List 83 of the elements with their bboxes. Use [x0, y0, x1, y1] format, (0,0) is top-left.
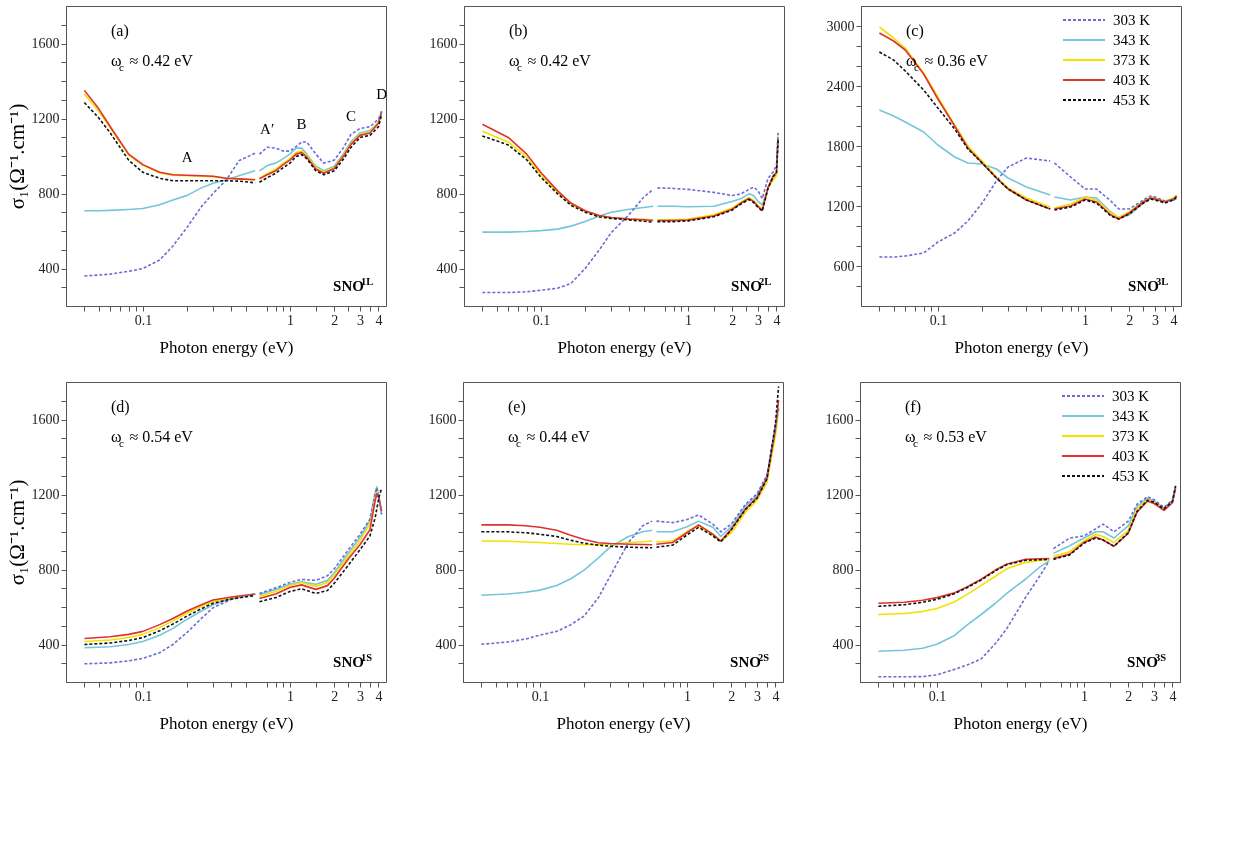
y-tick-label: 800: [38, 562, 60, 577]
y-tick-label: 1600: [31, 412, 60, 427]
annotation: (c): [906, 22, 924, 40]
x-tick-label: 1: [1080, 688, 1088, 704]
y-tick-label: 2400: [826, 78, 855, 94]
y-tick-label: 1600: [429, 36, 458, 51]
y-tick-label: 400: [38, 261, 60, 276]
y-tick-label: 800: [38, 186, 60, 201]
x-tick-label: 0.1: [928, 688, 947, 704]
x-tick-label: 0.1: [532, 312, 551, 328]
legend-label: 373 K: [1113, 52, 1151, 68]
x-tick-label: 4: [1170, 312, 1178, 328]
x-tick-label: 1: [683, 688, 691, 704]
legend-label: 403 K: [1113, 72, 1151, 88]
annotation: (e): [508, 398, 526, 416]
x-tick-label: 4: [375, 688, 383, 704]
y-tick-label: 600: [833, 258, 855, 274]
x-axis-title: Photon energy (eV): [159, 713, 294, 733]
x-tick-label: 4: [375, 312, 383, 328]
annotation: (f): [905, 398, 921, 416]
x-tick-label: 3: [357, 312, 365, 328]
y-tick-label: 1200: [31, 487, 60, 502]
x-tick-label: 1: [684, 312, 692, 328]
y-tick-label: 400: [38, 637, 60, 652]
x-tick-label: 4: [773, 312, 781, 328]
x-tick-label: 1: [286, 312, 294, 328]
x-tick-label: 4: [1169, 688, 1177, 704]
legend-label: 303 K: [1113, 12, 1151, 28]
y-tick-label: 800: [435, 562, 457, 577]
x-tick-label: 2: [331, 688, 339, 704]
y-tick-label: 1200: [429, 111, 458, 126]
y-tick-label: 1200: [825, 487, 854, 502]
y-axis-title: σ₁(Ω⁻¹.cm⁻¹): [4, 103, 29, 210]
x-tick-label: 3: [1151, 688, 1159, 704]
legend-label: 403 K: [1112, 448, 1150, 464]
x-tick-label: 0.1: [134, 312, 153, 328]
y-tick-label: 1200: [31, 111, 60, 126]
x-axis-title: Photon energy (eV): [556, 713, 691, 733]
x-tick-label: 2: [331, 312, 339, 328]
x-tick-label: 0.1: [531, 688, 550, 704]
y-tick-label: 400: [832, 637, 854, 652]
x-tick-label: 1: [1081, 312, 1089, 328]
legend-label: 373 K: [1112, 428, 1150, 444]
x-axis-title: Photon energy (eV): [954, 337, 1089, 357]
y-tick-label: 400: [435, 637, 457, 652]
x-tick-label: 3: [1152, 312, 1160, 328]
x-tick-label: 3: [357, 688, 365, 704]
y-tick-label: 1200: [428, 487, 457, 502]
x-tick-label: 2: [728, 688, 736, 704]
legend-label: 453 K: [1112, 468, 1150, 484]
x-tick-label: 0.1: [929, 312, 948, 328]
x-tick-label: 0.1: [134, 688, 153, 704]
x-axis-title: Photon energy (eV): [557, 337, 692, 357]
x-tick-label: 2: [1126, 312, 1134, 328]
legend-label: 343 K: [1113, 32, 1151, 48]
x-axis-title: Photon energy (eV): [159, 337, 294, 357]
y-tick-label: 1600: [31, 36, 60, 51]
y-tick-label: 800: [832, 562, 854, 577]
annotation: B: [296, 115, 307, 132]
annotation: A: [181, 149, 193, 166]
legend-label: 453 K: [1113, 92, 1151, 108]
annotation: (d): [111, 398, 130, 416]
x-tick-label: 2: [1125, 688, 1133, 704]
y-tick-label: 3000: [826, 18, 855, 34]
y-tick-label: 1200: [826, 198, 855, 214]
x-tick-label: 4: [772, 688, 780, 704]
y-tick-label: 400: [436, 261, 458, 276]
annotation: (a): [111, 22, 129, 40]
legend-label: 303 K: [1112, 388, 1150, 404]
legend-label: 343 K: [1112, 408, 1150, 424]
y-tick-label: 800: [436, 186, 458, 201]
annotation: (b): [509, 22, 528, 40]
y-tick-label: 1800: [826, 138, 855, 154]
x-tick-label: 1: [286, 688, 294, 704]
y-tick-label: 1600: [825, 412, 854, 427]
x-tick-label: 3: [755, 312, 763, 328]
annotation: A′: [260, 121, 275, 138]
y-tick-label: 1600: [428, 412, 457, 427]
annotation: C: [345, 108, 356, 125]
x-axis-title: Photon energy (eV): [953, 713, 1088, 733]
x-tick-label: 3: [754, 688, 762, 704]
y-axis-title: σ₁(Ω⁻¹.cm⁻¹): [4, 479, 29, 586]
x-tick-label: 2: [729, 312, 737, 328]
